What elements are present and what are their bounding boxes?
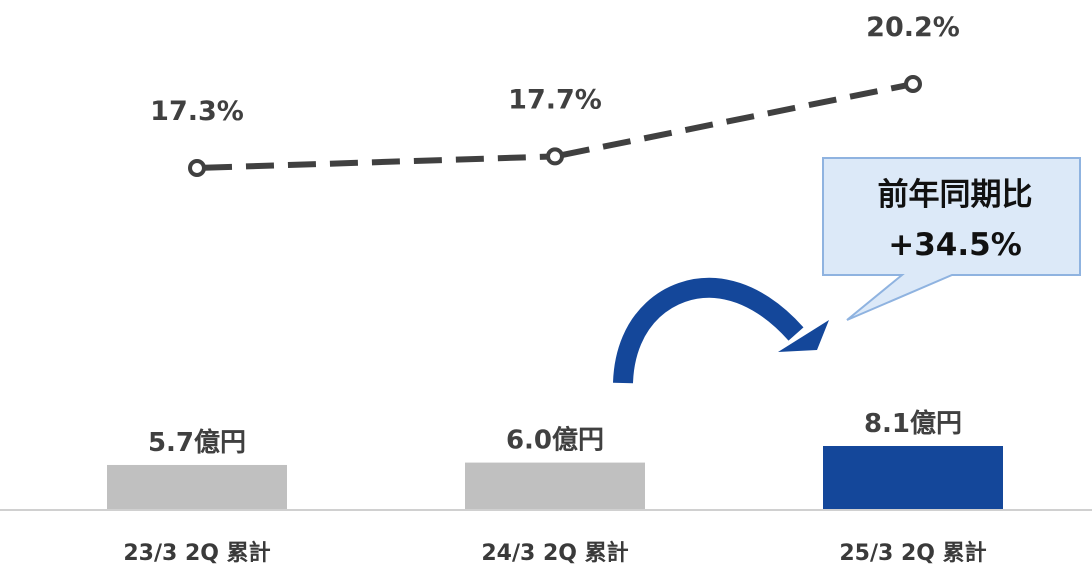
line-point-1 [188, 159, 206, 177]
bar-1 [107, 464, 287, 510]
growth-arrow-head [778, 320, 829, 352]
percent-label: 17.3% [150, 96, 244, 127]
line-segment-2 [561, 82, 907, 158]
bar-2 [465, 462, 645, 510]
category-label: 24/3 2Q 累計 [481, 540, 628, 566]
category-label: 23/3 2Q 累計 [123, 540, 270, 566]
callout-box [822, 157, 1081, 321]
bar-3 [823, 446, 1003, 510]
bar-value-label: 8.1億円 [864, 409, 962, 439]
percent-label: 20.2% [866, 12, 960, 43]
callout-line-1: 前年同期比 [878, 177, 1033, 213]
bar-value-label: 5.7億円 [148, 428, 246, 458]
line-point-2 [546, 147, 564, 166]
category-label: 25/3 2Q 累計 [839, 540, 986, 566]
line-point-3 [904, 75, 922, 93]
growth-arrow [613, 277, 804, 384]
bar-value-label: 6.0億円 [506, 426, 604, 456]
callout-line-2: +34.5% [888, 227, 1022, 263]
percent-label: 17.7% [508, 84, 602, 115]
line-segment-1 [203, 153, 549, 171]
